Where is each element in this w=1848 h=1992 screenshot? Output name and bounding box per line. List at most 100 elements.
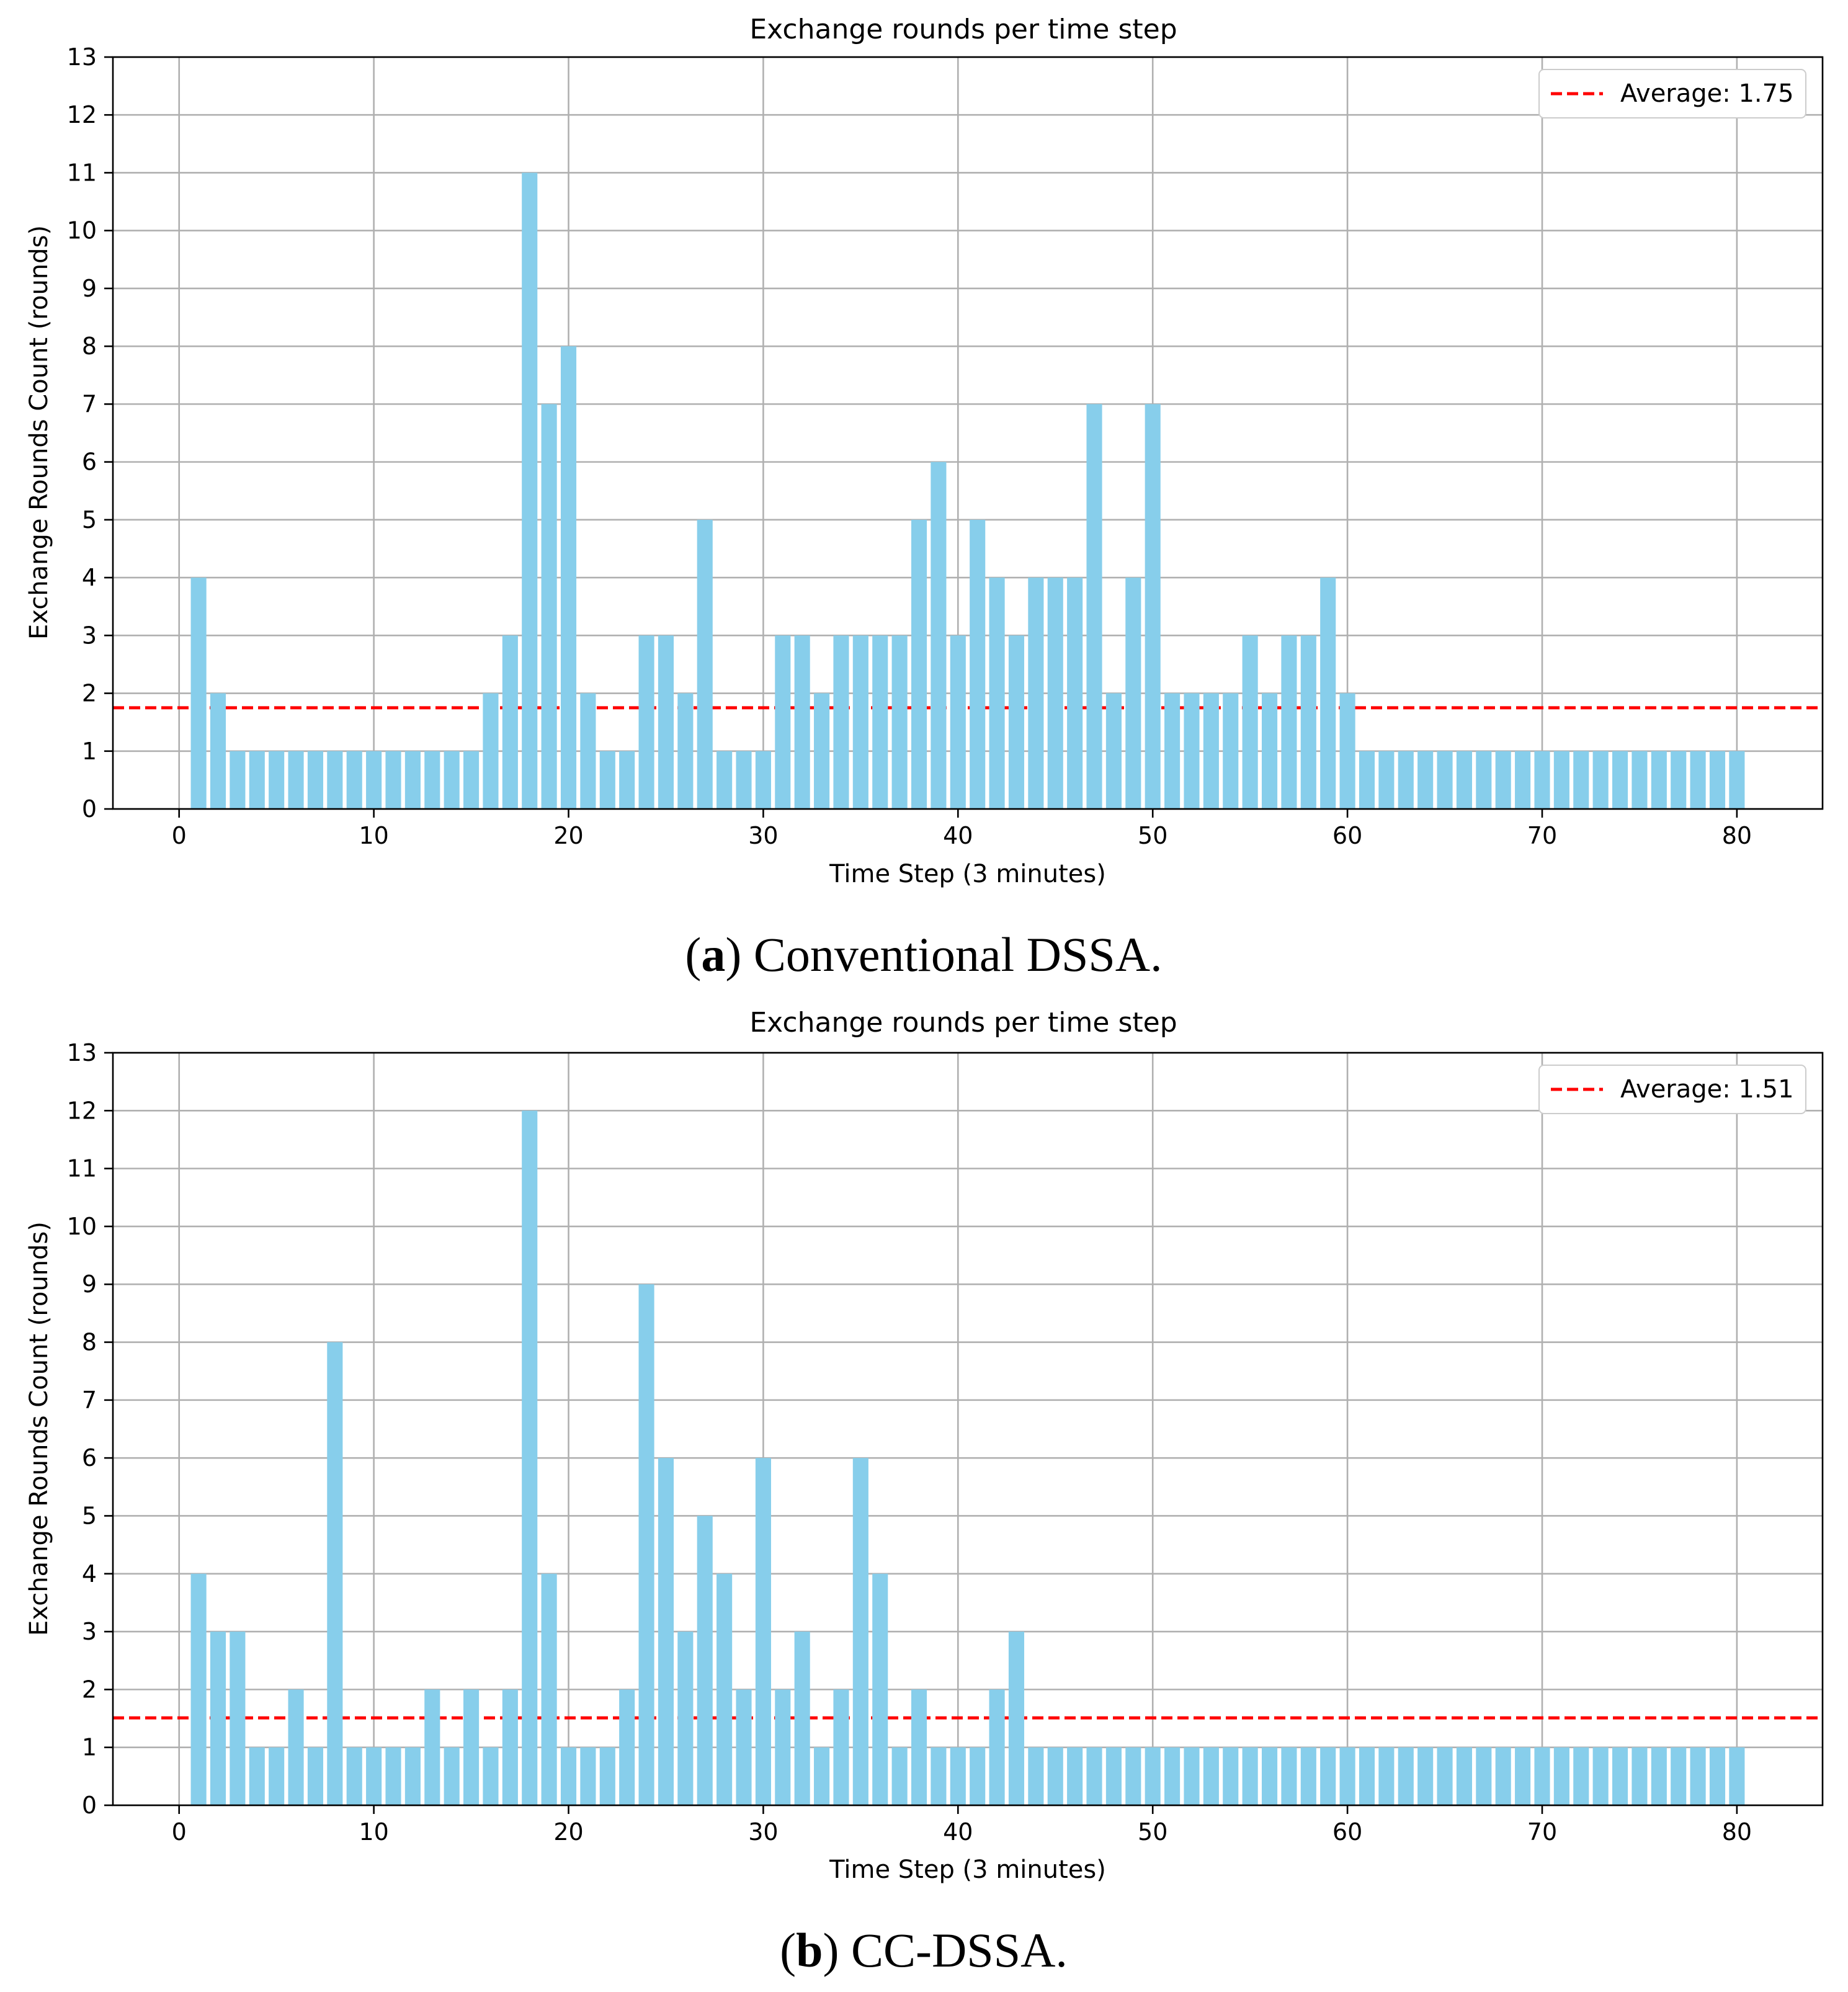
y-tick-label: 8: [82, 333, 97, 360]
bar: [1632, 751, 1648, 809]
bar: [1281, 1747, 1297, 1805]
bar: [1651, 1747, 1667, 1805]
y-tick-label: 7: [82, 1387, 97, 1414]
bar: [1203, 1747, 1219, 1805]
bar: [1047, 1747, 1063, 1805]
bar: [599, 1747, 615, 1805]
bar: [249, 1747, 265, 1805]
x-tick-label: 0: [172, 822, 187, 849]
legend: Average: 1.51: [1538, 1065, 1806, 1114]
bar: [288, 751, 304, 809]
bar: [1008, 1632, 1025, 1805]
bar: [1261, 693, 1278, 809]
bar: [210, 1632, 226, 1805]
y-tick-label: 0: [82, 795, 97, 823]
bar: [1047, 578, 1063, 809]
caption-close-paren: ): [725, 927, 741, 981]
bar: [580, 1747, 596, 1805]
bar: [269, 1747, 285, 1805]
bar: [950, 1747, 966, 1805]
bar: [872, 635, 888, 809]
bar: [911, 519, 927, 809]
bar: [1378, 1747, 1395, 1805]
bar: [327, 751, 343, 809]
bar: [833, 1689, 849, 1805]
bar: [522, 1110, 538, 1805]
bar: [1203, 693, 1219, 809]
caption-text: CC-DSSA.: [839, 1923, 1067, 1977]
bar: [463, 751, 480, 809]
bar: [1067, 578, 1083, 809]
caption: (b) CC-DSSA.: [780, 1923, 1068, 1977]
bar: [989, 578, 1005, 809]
bar: [230, 751, 246, 809]
bar: [697, 519, 713, 809]
x-tick-label: 80: [1722, 1818, 1752, 1846]
bar: [1223, 1747, 1239, 1805]
x-tick-label: 70: [1527, 822, 1557, 849]
bar: [1184, 693, 1200, 809]
bar: [1729, 751, 1745, 809]
bar: [638, 635, 654, 809]
bar: [852, 1458, 868, 1805]
y-tick-label: 2: [82, 680, 97, 707]
bar: [1281, 635, 1297, 809]
bar: [210, 693, 226, 809]
bar: [1320, 1747, 1336, 1805]
y-tick-label: 12: [67, 1097, 97, 1124]
y-tick-label: 11: [67, 159, 97, 186]
bar: [1145, 404, 1161, 809]
bar: [1437, 751, 1453, 809]
x-tick-label: 40: [943, 1818, 973, 1846]
bar: [560, 346, 577, 809]
bar: [1398, 1747, 1414, 1805]
x-tick-label: 80: [1722, 822, 1752, 849]
x-tick-label: 20: [553, 822, 583, 849]
bar: [1515, 751, 1531, 809]
x-tick-label: 30: [748, 822, 778, 849]
caption-letter: a: [701, 927, 725, 981]
x-tick-label: 60: [1332, 1818, 1362, 1846]
x-tick-label: 30: [748, 1818, 778, 1846]
bar: [755, 1458, 771, 1805]
bar: [931, 1747, 947, 1805]
bar: [1105, 693, 1122, 809]
bar: [288, 1689, 304, 1805]
x-tick-label: 10: [359, 1818, 388, 1846]
bar: [891, 1747, 908, 1805]
caption-letter: b: [796, 1923, 823, 1977]
bar: [619, 751, 635, 809]
x-tick-label: 50: [1138, 1818, 1167, 1846]
y-tick-label: 5: [82, 1502, 97, 1529]
bar: [1261, 1747, 1278, 1805]
bar: [1515, 1747, 1531, 1805]
bar: [346, 1747, 362, 1805]
y-tick-label: 4: [82, 1560, 97, 1588]
x-tick-label: 70: [1527, 1818, 1557, 1846]
bar: [794, 635, 810, 809]
bar: [1378, 751, 1395, 809]
bar: [1456, 751, 1472, 809]
bar: [677, 693, 694, 809]
caption-close-paren: ): [823, 1923, 839, 1977]
x-tick-label: 0: [172, 1818, 187, 1846]
bar: [716, 751, 733, 809]
y-tick-label: 3: [82, 1618, 97, 1645]
bar: [404, 751, 421, 809]
bar: [463, 1689, 480, 1805]
bar: [1729, 1747, 1745, 1805]
y-tick-label: 11: [67, 1155, 97, 1182]
bar: [249, 751, 265, 809]
bar: [307, 751, 324, 809]
bar: [911, 1689, 927, 1805]
y-tick-label: 10: [67, 217, 97, 244]
legend-box: [1538, 1065, 1806, 1114]
y-tick-label: 12: [67, 101, 97, 128]
x-axis-label: Time Step (3 minutes): [829, 1856, 1106, 1884]
plot-frame: [112, 1052, 1824, 1807]
bar: [1612, 1747, 1628, 1805]
bar: [775, 635, 791, 809]
bar: [1320, 578, 1336, 809]
bar: [1067, 1747, 1083, 1805]
bar: [1612, 751, 1628, 809]
